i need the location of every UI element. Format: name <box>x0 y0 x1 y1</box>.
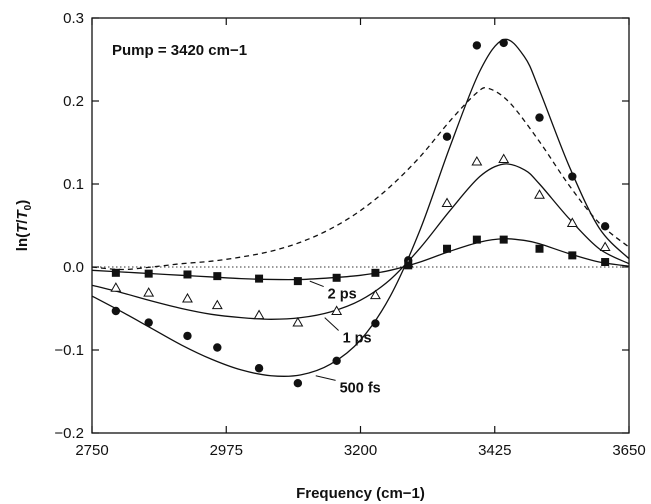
y-tick-label: −0.2 <box>54 425 84 442</box>
data-point-circle <box>472 41 482 50</box>
y-tick-label: 0.0 <box>63 259 84 276</box>
x-tick-label: 2975 <box>210 442 243 459</box>
data-point-square <box>535 244 544 253</box>
data-point-triangle <box>331 305 343 315</box>
data-point-circle <box>254 364 264 373</box>
y-tick-label: 0.3 <box>63 10 84 27</box>
data-point-circle <box>183 331 192 341</box>
data-point-triangle <box>110 282 122 292</box>
x-tick-label: 3200 <box>344 442 377 459</box>
data-point-triangle <box>471 155 483 166</box>
series-label: 1 ps <box>343 331 372 347</box>
fit-curve-2 <box>91 238 630 281</box>
data-point-triangle <box>599 241 611 252</box>
data-point-circle <box>600 222 610 231</box>
data-point-triangle <box>534 189 545 199</box>
data-point-triangle <box>292 317 304 327</box>
series-labels: 2 ps 1 ps 500 fs <box>328 287 381 397</box>
data-point-circle <box>213 343 222 352</box>
data-point-circle <box>442 132 452 141</box>
label-leader-line <box>309 280 324 288</box>
data-point-circle <box>332 356 341 365</box>
data-point-square <box>568 251 577 260</box>
data-point-square <box>601 258 610 267</box>
y-tick-label: 0.2 <box>63 93 84 110</box>
data-point-circle <box>568 172 577 181</box>
data-point-triangle <box>566 217 578 227</box>
data-point-square <box>144 269 153 278</box>
data-point-square <box>183 270 192 279</box>
data-point-circle <box>371 319 380 328</box>
data-point-square <box>293 277 302 286</box>
data-point-circle <box>293 379 303 388</box>
fit-curve-1 <box>91 163 630 320</box>
data-point-triangle <box>498 153 510 164</box>
fit-curves <box>91 38 630 378</box>
axis-ticks: 2750 2975 3200 3425 3650 −0.2 −0.1 0.0 0.1 0.2 0.3 <box>54 10 645 459</box>
data-point-square <box>371 268 380 277</box>
data-point-square <box>443 244 452 253</box>
data-point-triangle <box>369 289 381 300</box>
plot-frame <box>91 17 630 434</box>
y-axis-label: ln(T/T0) <box>14 200 34 251</box>
data-point-square <box>499 235 508 244</box>
y-tick-label: 0.1 <box>63 176 84 193</box>
data-point-circle <box>499 38 508 48</box>
series-label: 2 ps <box>328 287 357 303</box>
data-point-circle <box>111 306 121 316</box>
data-point-square <box>332 273 341 282</box>
data-point-triangle <box>211 299 223 310</box>
y-tick-label: −0.1 <box>54 342 84 359</box>
label-leader-line <box>324 317 339 331</box>
data-point-triangle <box>253 309 265 320</box>
data-point-circle <box>144 318 153 327</box>
data-point-triangle <box>143 287 155 297</box>
x-tick-label: 2750 <box>75 442 108 459</box>
data-point-square <box>213 272 222 281</box>
series-label: 500 fs <box>340 380 381 396</box>
dashed-fit-curve <box>91 87 630 271</box>
x-tick-label: 3425 <box>478 442 511 459</box>
data-point-square <box>111 268 120 277</box>
data-point-square <box>255 274 264 283</box>
fit-curve-0 <box>91 38 630 378</box>
data-point-square <box>472 235 481 244</box>
data-point-triangle <box>441 197 453 208</box>
x-axis-label: Frequency (cm−1) <box>296 485 425 502</box>
data-point-square <box>404 261 413 270</box>
label-leader-line <box>315 375 336 381</box>
data-markers <box>110 38 611 388</box>
x-tick-label: 3650 <box>612 442 645 459</box>
pump-annotation: Pump = 3420 cm−1 <box>112 42 247 59</box>
label-leaders <box>309 280 339 381</box>
data-point-triangle <box>182 292 193 303</box>
data-point-circle <box>535 113 544 122</box>
